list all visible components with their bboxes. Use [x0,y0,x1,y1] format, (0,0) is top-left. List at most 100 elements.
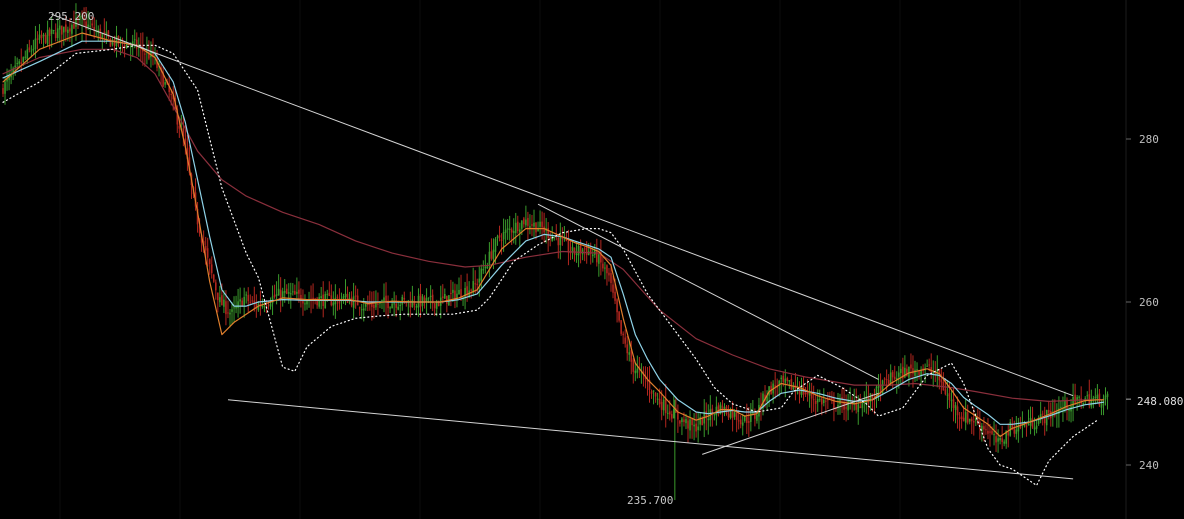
candle-body [233,307,235,309]
low-price-label: 235.700 [627,494,673,507]
candle-body [841,397,843,400]
candle-body [782,375,785,382]
candle-body [58,25,61,30]
candle-body [312,297,314,300]
candle-body [1090,399,1093,407]
candle-body [717,405,720,414]
candle-body [573,247,576,255]
candle-body [377,303,379,305]
candle-body [666,412,669,414]
candle-body [569,252,572,254]
candle-body [855,402,858,410]
candle-body [107,30,110,37]
candle-body [115,35,118,47]
candle-body [993,434,995,436]
candle-body [99,28,102,39]
candle-body [1027,423,1030,426]
candle-body [496,236,499,239]
candle-body [60,25,63,35]
candle-body [816,398,819,403]
candle-body [829,397,831,399]
candle-body [261,304,264,307]
candle-body [926,365,928,367]
candle-body [79,15,81,19]
candle-body [1074,394,1076,403]
candle-body [56,28,59,39]
candle-body [344,293,347,298]
candle-body [713,414,716,416]
candle-body [942,381,945,391]
candle-body [85,21,87,29]
candle-body [504,229,507,233]
candle-body [202,241,205,246]
candle-body [622,333,624,336]
candle-body [415,305,418,308]
candle-body [14,65,16,68]
candle-body [277,288,280,296]
candle-body [658,398,661,405]
candle-body [908,366,910,378]
candle-body [490,251,493,259]
candle-body [320,296,322,299]
candle-body [1092,398,1095,400]
price-axis[interactable]: 240 260 280 [1126,133,1159,472]
candle-body [208,259,211,265]
candle-body [796,389,799,391]
candle-body [162,72,164,87]
candle-body [547,228,549,238]
candle-body [679,420,681,424]
candle-body [519,229,521,233]
candle-body [948,393,951,401]
candle-body [950,400,953,402]
candle-body [204,245,207,251]
candle-body [488,251,491,266]
candle-body [981,425,983,432]
candle-body [77,18,79,20]
candle-body [600,252,602,263]
candle-body [54,32,57,38]
candle-body [606,265,608,274]
candle-body [1037,418,1040,424]
candle-body [1009,422,1012,436]
candle-body [954,405,957,410]
candle-body [575,253,578,255]
candle-body [221,295,223,306]
candle-body [391,303,393,309]
candle-body [823,399,825,404]
candle-body [928,364,930,366]
candle-body [630,350,633,362]
candle-body [956,406,959,416]
candle-body [336,296,339,298]
candle-body [754,413,756,419]
candle-body [464,287,466,297]
candle-body [790,378,793,390]
candle-body [168,85,170,93]
candle-body [389,307,391,309]
candle-body [342,296,345,302]
candle-body [500,239,503,241]
candle-body [494,239,497,252]
candle-body [697,426,699,431]
candle-body [40,35,43,39]
candle-body [121,40,124,44]
candle-body [1031,418,1034,428]
candle-body [184,138,187,148]
candle-body [237,301,239,308]
candle-body [101,33,104,39]
candle-body [610,273,612,284]
candle-body [91,23,93,26]
candle-body [334,297,337,305]
candle-body [362,308,365,311]
candle-body [985,429,987,431]
candle-body [831,397,833,400]
candle-body [1060,406,1062,408]
candle-body [52,30,55,32]
candle-body [1086,395,1089,397]
candle-body [1025,425,1028,428]
candle-body [810,393,813,399]
candle-body [89,25,91,27]
candle-body [367,304,369,306]
candle-body [421,296,424,306]
candle-body [123,45,126,48]
candle-body [73,23,75,29]
